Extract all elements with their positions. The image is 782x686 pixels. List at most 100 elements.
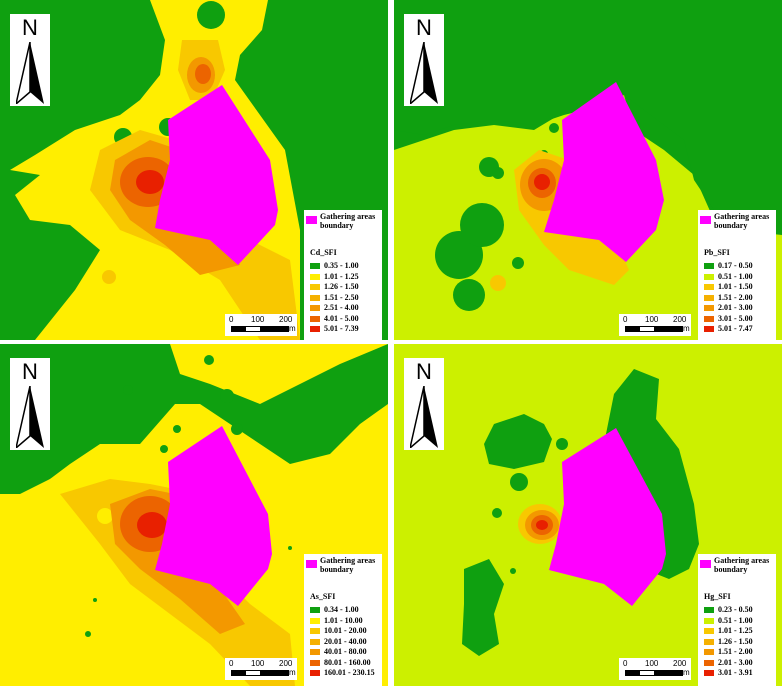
legend-range: 2.01 - 3.00 <box>718 657 753 667</box>
legend-range: 3.01 - 3.91 <box>718 668 753 677</box>
legend-swatch <box>310 628 320 635</box>
legend-range: 1.26 - 1.50 <box>324 282 359 291</box>
scale-tick-200: 200 <box>673 315 687 324</box>
pb-zone-red <box>534 174 550 190</box>
legend-range: 40.01 - 80.00 <box>324 647 367 656</box>
as-zone-green-pocket <box>123 385 133 395</box>
scale-bar-graphic <box>231 326 289 332</box>
legend-class: 1.01 - 10.00 <box>310 616 375 627</box>
scale-bar: 0 100 200 m <box>619 314 691 336</box>
legend-swatch <box>310 638 320 645</box>
legend-class: 3.01 - 5.00 <box>704 314 753 325</box>
legend-swatch <box>310 315 320 322</box>
pb-zone-green-pocket <box>512 257 524 269</box>
map-panel-as: N Gathering areas boundary As_SFI 0.34 -… <box>0 344 388 686</box>
legend-class: 40.01 - 80.00 <box>310 647 375 658</box>
as-zone-green-pocket <box>220 389 234 403</box>
legend: Gathering areas boundary Pb_SFI 0.17 - 0… <box>698 210 776 340</box>
legend-swatch <box>310 670 320 677</box>
legend-class: 1.01 - 1.25 <box>310 272 359 283</box>
legend-swatch <box>310 659 320 666</box>
cd-zone-green-pocket <box>197 1 225 29</box>
legend: Gathering areas boundary Cd_SFI 0.35 - 1… <box>304 210 382 340</box>
legend-range: 1.51 - 2.50 <box>324 292 359 302</box>
scale-bar: 0 100 200 m <box>225 314 297 336</box>
legend-class: 4.01 - 5.00 <box>310 314 359 325</box>
legend-class: 0.51 - 1.00 <box>704 616 753 627</box>
legend-swatch <box>704 273 714 280</box>
legend-class: 2.01 - 3.00 <box>704 303 753 314</box>
legend: Gathering areas boundary Hg_SFI 0.23 - 0… <box>698 554 776 686</box>
legend-class: 1.51 - 2.00 <box>704 293 753 304</box>
legend-swatch <box>310 284 320 291</box>
legend-class: 0.34 - 1.00 <box>310 605 375 616</box>
legend-swatch <box>310 607 320 614</box>
boundary-swatch <box>306 216 317 224</box>
legend-swatch <box>704 284 714 291</box>
legend-range: 10.01 - 20.00 <box>324 626 367 635</box>
legend-class: 1.26 - 1.50 <box>310 282 359 293</box>
legend-title: As_SFI <box>310 592 336 601</box>
boundary-label: Gathering areas boundary <box>320 212 376 230</box>
hg-zone-red <box>536 520 548 530</box>
legend-range: 2.51 - 4.00 <box>324 303 359 312</box>
legend-class: 1.01 - 1.50 <box>704 282 753 293</box>
legend-class: 1.51 - 2.50 <box>310 293 359 304</box>
north-label: N <box>416 359 432 384</box>
legend-class: 0.51 - 1.00 <box>704 272 753 283</box>
legend-range: 1.51 - 2.00 <box>718 647 753 656</box>
legend-range: 0.34 - 1.00 <box>324 605 359 614</box>
as-zone-red <box>137 512 167 538</box>
legend-swatch <box>704 670 714 677</box>
boundary-label: Gathering areas boundary <box>714 556 770 574</box>
legend-class: 0.23 - 0.50 <box>704 605 753 616</box>
scale-tick-0: 0 <box>229 659 234 668</box>
scale-bar: 0 100 200 m <box>225 658 297 680</box>
legend-swatch <box>704 315 714 322</box>
legend-range: 160.01 - 230.15 <box>324 668 375 677</box>
legend-class: 1.51 - 2.00 <box>704 647 753 658</box>
legend-range: 0.17 - 0.50 <box>718 261 753 270</box>
legend-swatch <box>310 263 320 270</box>
pb-zone-green <box>394 0 782 235</box>
as-gathering-boundary <box>155 426 272 606</box>
hg-gathering-boundary <box>549 428 666 606</box>
legend-range: 5.01 - 7.47 <box>718 324 753 333</box>
legend: Gathering areas boundary As_SFI 0.34 - 1… <box>304 554 382 686</box>
cd-map-surface <box>0 0 388 340</box>
legend-class: 1.26 - 1.50 <box>704 637 753 648</box>
scale-bar-graphic <box>625 670 683 676</box>
north-label: N <box>22 359 38 384</box>
legend-swatch <box>310 326 320 333</box>
legend-range: 1.01 - 10.00 <box>324 615 363 625</box>
pb-zone-green-pocket <box>460 203 504 247</box>
legend-swatch <box>704 649 714 656</box>
north-arrow-icon <box>410 386 438 448</box>
as-zone-green-pocket <box>93 598 97 602</box>
legend-swatch <box>704 305 714 312</box>
legend-swatch <box>310 617 320 624</box>
as-zone-green-pocket <box>288 546 292 550</box>
legend-range: 80.01 - 160.00 <box>324 657 371 667</box>
scale-tick-0: 0 <box>623 315 628 324</box>
legend-boundary-entry: Gathering areas boundary <box>700 556 776 578</box>
scale-tick-100: 100 <box>251 315 265 324</box>
legend-classes: 0.34 - 1.00 1.01 - 10.00 10.01 - 20.00 2… <box>310 605 375 679</box>
scale-tick-100: 100 <box>251 659 265 668</box>
legend-classes: 0.17 - 0.50 0.51 - 1.00 1.01 - 1.50 1.51… <box>704 261 753 335</box>
scale-tick-200: 200 <box>673 659 687 668</box>
scale-tick-200: 200 <box>279 315 293 324</box>
hg-zone-green-pocket <box>510 568 516 574</box>
legend-classes: 0.35 - 1.00 1.01 - 1.25 1.26 - 1.50 1.51… <box>310 261 359 335</box>
legend-swatch <box>704 294 714 301</box>
as-zone-green-pocket <box>231 423 243 435</box>
legend-boundary-entry: Gathering areas boundary <box>306 556 382 578</box>
north-arrow: N <box>10 14 50 106</box>
map-panel-pb: N Gathering areas boundary Pb_SFI 0.17 -… <box>394 0 782 340</box>
legend-range: 4.01 - 5.00 <box>324 313 359 323</box>
boundary-swatch <box>700 216 711 224</box>
legend-range: 2.01 - 3.00 <box>718 303 753 312</box>
north-label: N <box>22 15 38 40</box>
hg-zone-green-pocket <box>510 473 528 491</box>
legend-class: 10.01 - 20.00 <box>310 626 375 637</box>
